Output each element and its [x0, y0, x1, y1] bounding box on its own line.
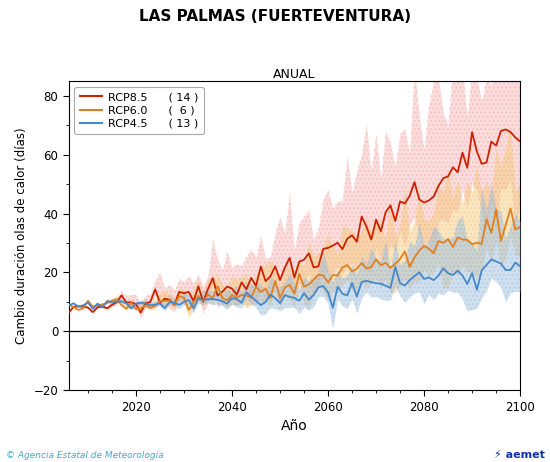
Title: ANUAL: ANUAL — [273, 68, 316, 81]
Text: LAS PALMAS (FUERTEVENTURA): LAS PALMAS (FUERTEVENTURA) — [139, 9, 411, 24]
Text: ⚡ aemet: ⚡ aemet — [494, 450, 544, 460]
Legend: RCP8.5      ( 14 ), RCP6.0      (  6 ), RCP4.5      ( 13 ): RCP8.5 ( 14 ), RCP6.0 ( 6 ), RCP4.5 ( 13… — [74, 87, 204, 134]
X-axis label: Año: Año — [281, 419, 308, 433]
Y-axis label: Cambio duración olas de calor (días): Cambio duración olas de calor (días) — [15, 128, 28, 344]
Text: © Agencia Estatal de Meteorología: © Agencia Estatal de Meteorología — [6, 451, 163, 460]
